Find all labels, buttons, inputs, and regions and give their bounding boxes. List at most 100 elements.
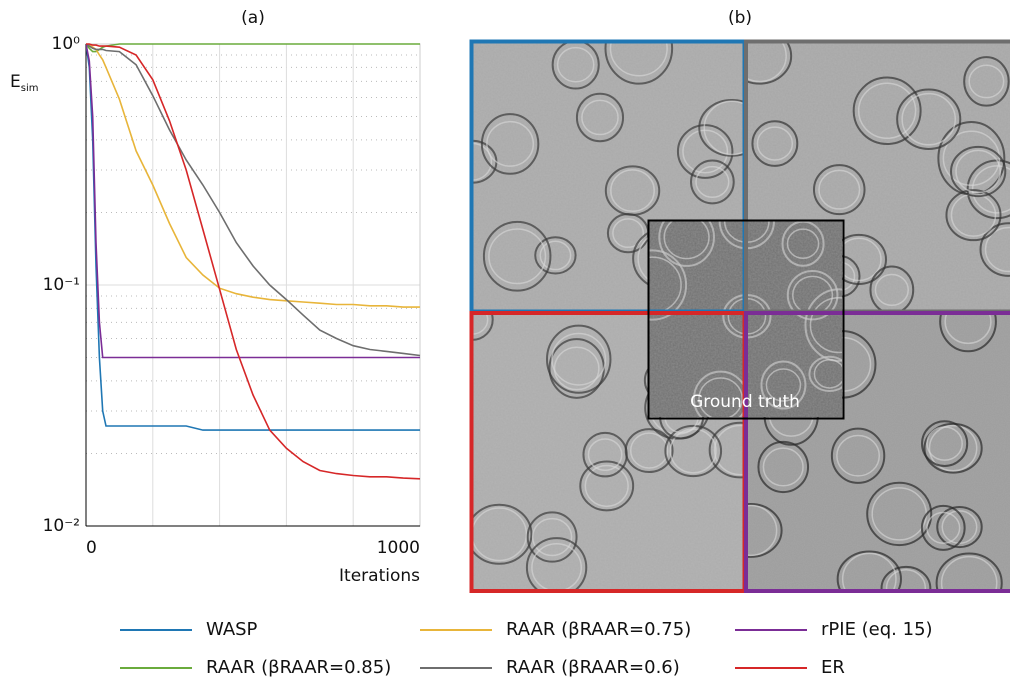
x-axis-label: Iterations [339, 566, 420, 586]
cell-inner [968, 64, 1005, 99]
series-line [86, 43, 420, 308]
cell [866, 481, 933, 547]
cell [747, 42, 793, 85]
cell [526, 511, 578, 563]
cell-inner [629, 432, 669, 469]
cell [664, 424, 723, 478]
panel-b-title: (b) [728, 8, 752, 28]
legend-label: RAAR (βRAAR=0.6) [506, 657, 680, 678]
cell-inner [698, 377, 743, 417]
cell [921, 420, 969, 467]
cell-inner [813, 359, 842, 389]
cell [939, 314, 997, 353]
cell-inner [841, 552, 897, 590]
cell [472, 503, 533, 565]
legend-label: RAAR (βRAAR=0.75) [506, 619, 691, 640]
legend-label: rPIE (eq. 15) [821, 619, 933, 640]
cell [698, 99, 743, 157]
image-panel [469, 39, 1010, 593]
y-tick-label: 10⁻² [43, 516, 80, 536]
cell [896, 88, 962, 150]
cell [545, 324, 612, 394]
cell-inner [874, 273, 909, 307]
cell [751, 120, 799, 167]
cell-inner [942, 130, 1001, 186]
cell-inner [857, 82, 917, 139]
cell [534, 236, 577, 275]
cell-inner [695, 165, 730, 199]
cell-inner [713, 424, 743, 476]
cell-inner [553, 346, 600, 391]
series-line [86, 43, 420, 53]
cell-inner [551, 332, 607, 386]
cell [804, 288, 842, 362]
cell [812, 164, 866, 216]
cell-inner [488, 228, 547, 285]
cell-inner [539, 240, 572, 271]
cell [480, 113, 540, 175]
inset-label: Ground truth [690, 392, 800, 412]
image-frame [647, 219, 845, 420]
cell [950, 145, 1007, 198]
cell [963, 56, 1010, 107]
cell-inner [612, 218, 645, 249]
cell [575, 92, 625, 143]
cell-inner [610, 169, 655, 213]
y-tick-label: 10⁻¹ [43, 275, 80, 295]
cell-inner [556, 46, 595, 83]
cell-inner [531, 517, 573, 557]
cell-inner [531, 543, 583, 590]
cell-inner [486, 120, 535, 167]
cell [482, 220, 552, 292]
series-line [86, 43, 421, 357]
cell [786, 269, 839, 321]
cell [760, 360, 807, 410]
panel-a-title: (a) [241, 8, 265, 28]
cell [676, 124, 734, 179]
cell [747, 502, 783, 558]
cell-inner [836, 434, 881, 477]
cell-inner [584, 464, 629, 508]
cell-inner [762, 447, 804, 487]
cell-inner [926, 426, 963, 461]
legend-label: WASP [206, 619, 258, 640]
cell-inner [609, 42, 668, 77]
cell [551, 42, 600, 90]
cell [649, 249, 688, 321]
cell-inner [587, 438, 623, 472]
series-line [86, 43, 421, 480]
cell [604, 42, 674, 85]
cell [808, 355, 842, 392]
cell [936, 505, 983, 549]
cell [708, 421, 743, 479]
cell-inner [950, 193, 997, 237]
cell [979, 222, 1010, 277]
y-tick-label: 10⁰ [52, 34, 81, 54]
image-frame [744, 311, 1010, 593]
cell [852, 76, 922, 145]
cell-inner [682, 129, 729, 174]
cell-inner [703, 100, 743, 156]
cell [836, 550, 902, 590]
cell-inner [747, 504, 778, 557]
cell-inner [885, 568, 927, 590]
cell-inner [926, 511, 961, 544]
legend-label: RAAR (βRAAR=0.85) [206, 657, 391, 678]
cell-inner [581, 99, 619, 136]
cell [935, 552, 1003, 590]
cell [781, 221, 825, 267]
legend-label: ER [821, 657, 845, 678]
cell [945, 189, 1002, 242]
cell-inner [765, 368, 802, 402]
cell-inner [984, 226, 1010, 273]
cell-inner [940, 555, 998, 590]
cell [920, 504, 966, 551]
cell [690, 159, 735, 205]
cell-inner [786, 228, 820, 260]
cell-inner [944, 314, 992, 345]
cell [582, 431, 628, 478]
series-line [86, 43, 420, 431]
y-axis-label: Esim [10, 72, 38, 94]
cell-inner [955, 149, 1002, 194]
